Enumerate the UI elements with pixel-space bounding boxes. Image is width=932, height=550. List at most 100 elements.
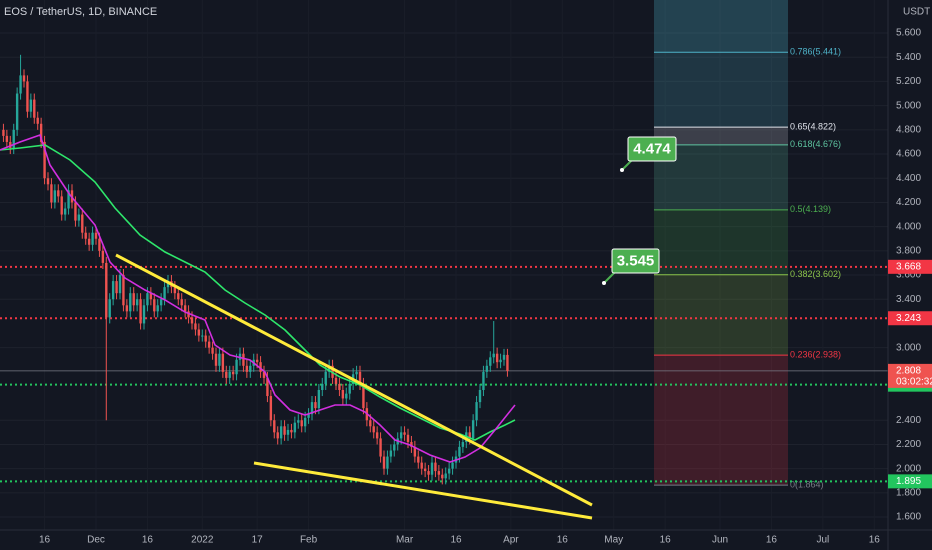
candle-body <box>180 299 183 306</box>
candle-body <box>149 293 153 300</box>
candle-body <box>57 190 60 197</box>
fib-band <box>654 127 788 145</box>
candle-body <box>372 426 375 433</box>
x-tick-label: 16 <box>869 535 881 546</box>
candle-body <box>324 371 327 384</box>
candle-body <box>317 389 321 409</box>
candle-body <box>382 456 386 469</box>
x-tick-label: 16 <box>557 535 569 546</box>
fib-label: 0.786(5.441) <box>790 47 841 57</box>
candle-body <box>375 432 379 439</box>
candle-body <box>108 299 111 318</box>
fib-band <box>654 0 788 53</box>
candle-body <box>146 293 149 306</box>
callout-text: 3.545 <box>617 252 655 269</box>
candle-body <box>132 293 135 306</box>
chart-title: EOS / TetherUS, 1D, BINANCE <box>4 6 157 18</box>
candle-body <box>393 444 396 451</box>
y-tick-label: 2.200 <box>896 439 921 450</box>
fib-band <box>654 209 788 275</box>
fib-label: 0.236(2.938) <box>790 350 841 360</box>
callout: 4.474 <box>620 136 677 172</box>
candle-body <box>255 359 259 363</box>
candle-body <box>502 354 506 360</box>
candle-body <box>327 365 331 372</box>
x-tick-label: Dec <box>87 535 105 546</box>
fib-retracement: 0.786(5.441) 0.65(4.822) 0.618(4.676) 0.5(4… <box>654 0 841 489</box>
candle-body <box>46 178 50 185</box>
candle-body <box>166 281 170 288</box>
candle-body <box>156 305 159 312</box>
x-tick-label: 2022 <box>191 535 214 546</box>
fib-label: 0.65(4.822) <box>790 122 836 132</box>
last-price-box <box>888 363 932 388</box>
candle-body <box>489 357 492 366</box>
candle-body <box>499 359 502 363</box>
candle-body <box>293 422 297 433</box>
candle-body <box>204 335 207 342</box>
trendline-lower <box>253 461 593 520</box>
candle-body <box>345 393 348 399</box>
y-tick-label: 3.800 <box>896 245 921 256</box>
candle-body <box>163 287 166 300</box>
candle-body <box>417 456 420 463</box>
x-tick-label: 16 <box>766 535 778 546</box>
countdown-label: 03:02:32 <box>896 377 932 388</box>
candle-body <box>228 371 231 378</box>
candle-body <box>437 471 441 475</box>
candle-body <box>87 238 91 245</box>
candle-body <box>153 299 156 312</box>
fib-band <box>654 355 788 486</box>
ma-fast <box>0 133 516 463</box>
x-tick-label: 16 <box>450 535 462 546</box>
candle-body <box>399 432 403 439</box>
y-tick-label: 2.400 <box>896 415 921 426</box>
candle-body <box>2 129 5 136</box>
candle-body <box>207 341 211 348</box>
callout-anchor <box>602 281 606 285</box>
candle-body <box>9 141 12 148</box>
x-tick-label: Jul <box>816 535 829 546</box>
candle-body <box>190 317 194 324</box>
y-tick-label: 3.600 <box>896 270 921 281</box>
axes: 5.600 5.400 5.200 5.000 4.800 4.600 4.400 4.200… <box>39 28 932 546</box>
candle-body <box>115 281 118 294</box>
candle-body <box>36 117 39 124</box>
candle-body <box>406 434 410 443</box>
price-label-box <box>888 474 932 489</box>
candle-body <box>362 383 365 409</box>
candle-body <box>105 262 108 318</box>
candle-body <box>338 383 341 390</box>
y-tick-label: 4.400 <box>896 173 921 184</box>
candle-body <box>245 365 249 372</box>
candle-body <box>183 305 187 312</box>
candle-body <box>447 468 451 474</box>
x-tick-label: 16 <box>142 535 154 546</box>
candle-body <box>386 456 389 469</box>
y-tick-label: 2.000 <box>896 463 921 474</box>
candle-body <box>468 432 471 439</box>
candle-body <box>67 190 70 209</box>
candle-body <box>101 250 105 263</box>
price-label: 3.668 <box>896 261 921 272</box>
candle-body <box>475 402 478 421</box>
candle-body <box>60 196 63 215</box>
candle-body <box>290 429 293 433</box>
candle-body <box>423 468 427 472</box>
candle-body <box>451 462 454 469</box>
candle-body <box>273 420 276 433</box>
candle-body <box>413 446 417 457</box>
y-tick-label: 4.800 <box>896 124 921 135</box>
candle-body <box>15 93 19 130</box>
candle-body <box>53 190 57 203</box>
candle-body <box>19 75 22 94</box>
fib-band <box>654 274 788 356</box>
candle-body <box>307 414 310 418</box>
y-tick-label: 5.000 <box>896 100 921 111</box>
candle-body <box>221 353 225 372</box>
candle-body <box>39 123 43 142</box>
candle-body <box>314 402 317 409</box>
candle-body <box>410 442 413 447</box>
candle-body <box>187 311 190 318</box>
candle-body <box>471 420 475 439</box>
